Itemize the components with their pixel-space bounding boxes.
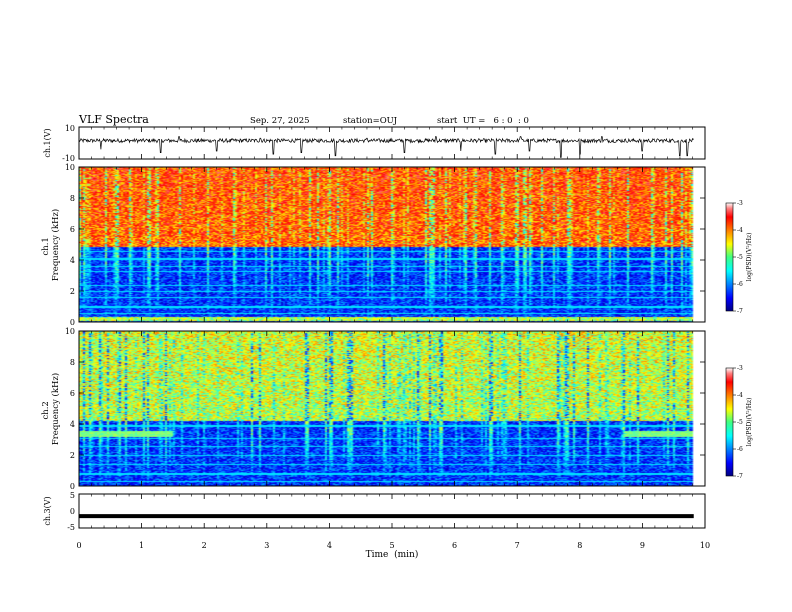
ch2-colorbar-tick-label-4: -7 [737, 473, 743, 480]
ch1-colorbar: -3 -4 -5 -6 -7 log(PSD)(V²/Hz) [725, 200, 753, 315]
ch3-waveform-ylabel: ch.3(V) [43, 496, 52, 525]
xtick-label-3: 3 [264, 541, 269, 550]
header-start-ut: start UT = 6 : 0 : 0 [437, 116, 529, 126]
ch2-spectrogram-panel: 0 2 4 6 8 10 ch.2 Frequency (kHz) [41, 327, 706, 491]
ch1-waveform-ytick-top: 10 [65, 124, 75, 133]
figure-title: VLF Spectra [78, 113, 149, 126]
ch2-spectrogram-yticks: 0 2 4 6 8 10 [65, 327, 705, 491]
ch2-colorbar-ticks: -3 -4 -5 -6 -7 [733, 365, 743, 480]
ch2-colorbar-tick-label-2: -5 [737, 419, 743, 426]
ch1-waveform-trace [78, 136, 694, 158]
xtick-label-6: 6 [452, 541, 457, 550]
ch3-waveform-panel: 5 0 -5 ch.3(V) [43, 491, 706, 532]
xtick-label-0: 0 [76, 541, 81, 550]
time-axis-label: Time (min) [366, 549, 419, 560]
xtick-label-4: 4 [327, 541, 332, 550]
xtick-label-1: 1 [139, 541, 144, 550]
ch3-waveform-ytick-bottom: -5 [67, 523, 75, 532]
ch1-spectrogram-ylabel-channel: ch.1 [41, 237, 51, 255]
ch1-spectrogram-ylabel-frequency: Frequency (kHz) [50, 209, 61, 281]
ch3-waveform-frame [78, 493, 706, 529]
ch1-spectrogram-ytick-label-2: 2 [70, 287, 75, 296]
ch1-colorbar-tick-label-4: -7 [737, 308, 743, 315]
ch1-colorbar-tick-label-3: -6 [737, 281, 743, 288]
ch1-spectrogram-image [79, 167, 705, 322]
ch1-colorbar-label: log(PSD)(V²/Hz) [746, 233, 753, 282]
ch2-spectrogram-ytick-label-4: 4 [70, 420, 75, 429]
header-station: station=OUJ [343, 116, 398, 126]
ch1-waveform-panel: 10 -10 ch.1(V) [43, 124, 706, 163]
ch2-spectrogram-image [79, 331, 705, 486]
ch1-spectrogram-ytick-label-8: 8 [70, 194, 75, 203]
xtick-label-8: 8 [577, 541, 582, 550]
ch1-spectrogram-ylabel: ch.1 Frequency (kHz) [41, 209, 61, 281]
ch1-colorbar-gradient [725, 202, 734, 312]
ch2-spectrogram-ytick-label-10: 10 [65, 327, 75, 336]
ch2-spectrogram-ytick-label-8: 8 [70, 358, 75, 367]
xtick-label-9: 9 [640, 541, 645, 550]
ch2-colorbar-tick-label-1: -4 [737, 392, 743, 399]
ch1-colorbar-ticks: -3 -4 -5 -6 -7 [733, 200, 743, 315]
ch1-waveform-ylabel: ch.1(V) [43, 128, 52, 157]
ch1-spectrogram-ytick-label-6: 6 [70, 225, 75, 234]
ch2-colorbar-tick-label-0: -3 [737, 365, 743, 372]
ch1-colorbar-tick-label-1: -4 [737, 227, 743, 234]
xtick-label-10: 10 [700, 541, 710, 550]
ch2-colorbar-tick-label-3: -6 [737, 446, 743, 453]
ch2-spectrogram-ytick-label-6: 6 [70, 389, 75, 398]
ch2-colorbar-gradient [725, 367, 734, 477]
ch1-colorbar-tick-label-2: -5 [737, 254, 743, 261]
xtick-label-7: 7 [515, 541, 520, 550]
header-date: Sep. 27, 2025 [250, 116, 310, 126]
ch3-waveform-ytick-top: 5 [70, 491, 75, 500]
time-axis: 0 1 2 3 4 5 6 7 8 9 10 [76, 127, 710, 550]
ch3-waveform-ytick-mid: 0 [70, 507, 75, 516]
ch2-colorbar-label: log(PSD)(V²/Hz) [746, 398, 753, 447]
ch2-spectrogram-ylabel-channel: ch.2 [41, 401, 51, 419]
ch2-spectrogram-ylabel: ch.2 Frequency (kHz) [41, 373, 61, 445]
ch1-spectrogram-yticks: 0 2 4 6 8 10 [65, 163, 705, 327]
ch1-spectrogram-panel: 0 2 4 6 8 10 ch.1 Frequency (kHz) [41, 163, 706, 327]
ch2-spectrogram-ytick-label-2: 2 [70, 451, 75, 460]
ch2-spectrogram-ylabel-frequency: Frequency (kHz) [50, 373, 61, 445]
xtick-label-2: 2 [202, 541, 207, 550]
xtick-label-5: 5 [389, 541, 394, 550]
ch1-spectrogram-ytick-label-4: 4 [70, 256, 75, 265]
ch1-waveform-frame [78, 126, 706, 160]
ch1-colorbar-tick-label-0: -3 [737, 200, 743, 207]
ch2-spectrogram-ytick-label-0: 0 [70, 482, 75, 491]
ch1-waveform-ytick-bottom: -10 [62, 154, 75, 163]
ch1-spectrogram-ytick-label-10: 10 [65, 163, 75, 172]
ch2-colorbar: -3 -4 -5 -6 -7 log(PSD)(V²/Hz) [725, 365, 753, 480]
ch1-spectrogram-ytick-label-0: 0 [70, 318, 75, 327]
